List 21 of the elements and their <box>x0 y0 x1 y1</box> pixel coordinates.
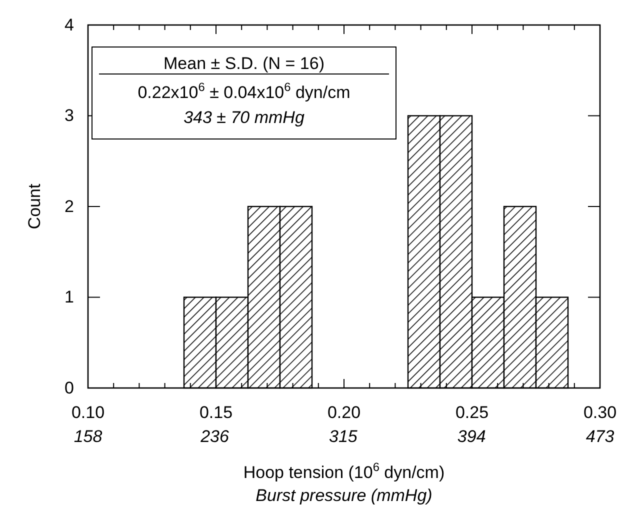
x2-tick-label: 394 <box>457 427 486 446</box>
x-tick-label: 0.15 <box>199 403 233 422</box>
annotation: 0.22x10$^{6}$ ± 0.04x10$^{6}$ dyn/cm <box>138 80 350 102</box>
y-tick-label: 2 <box>64 196 74 216</box>
y-axis-title: Count <box>25 184 44 230</box>
x2-tick-label: 473 <box>586 427 615 446</box>
x2-axis-title: Burst pressure (mmHg) <box>256 486 432 505</box>
y-tick-label: 1 <box>64 288 74 307</box>
y-tick-label: 3 <box>64 106 74 126</box>
y-tick-label: 4 <box>64 15 74 34</box>
x-tick-label: 0.20 <box>327 403 361 422</box>
y-tick-label: 0 <box>64 378 74 398</box>
annotation: Mean ± S.D. (N = 16) <box>164 54 324 73</box>
x2-tick-label: 236 <box>200 427 230 446</box>
x2-tick-label: 315 <box>329 427 358 446</box>
annotation: 343 ± 70 mmHg <box>184 108 305 127</box>
x-tick-label: 0.10 <box>71 403 105 422</box>
x-tick-label: 0.30 <box>583 403 617 422</box>
x-axis-title: Hoop tension (10$^{6}$ dyn/cm) <box>243 460 445 482</box>
x2-tick-label: 158 <box>74 427 103 446</box>
x-tick-label: 0.25 <box>455 403 489 422</box>
